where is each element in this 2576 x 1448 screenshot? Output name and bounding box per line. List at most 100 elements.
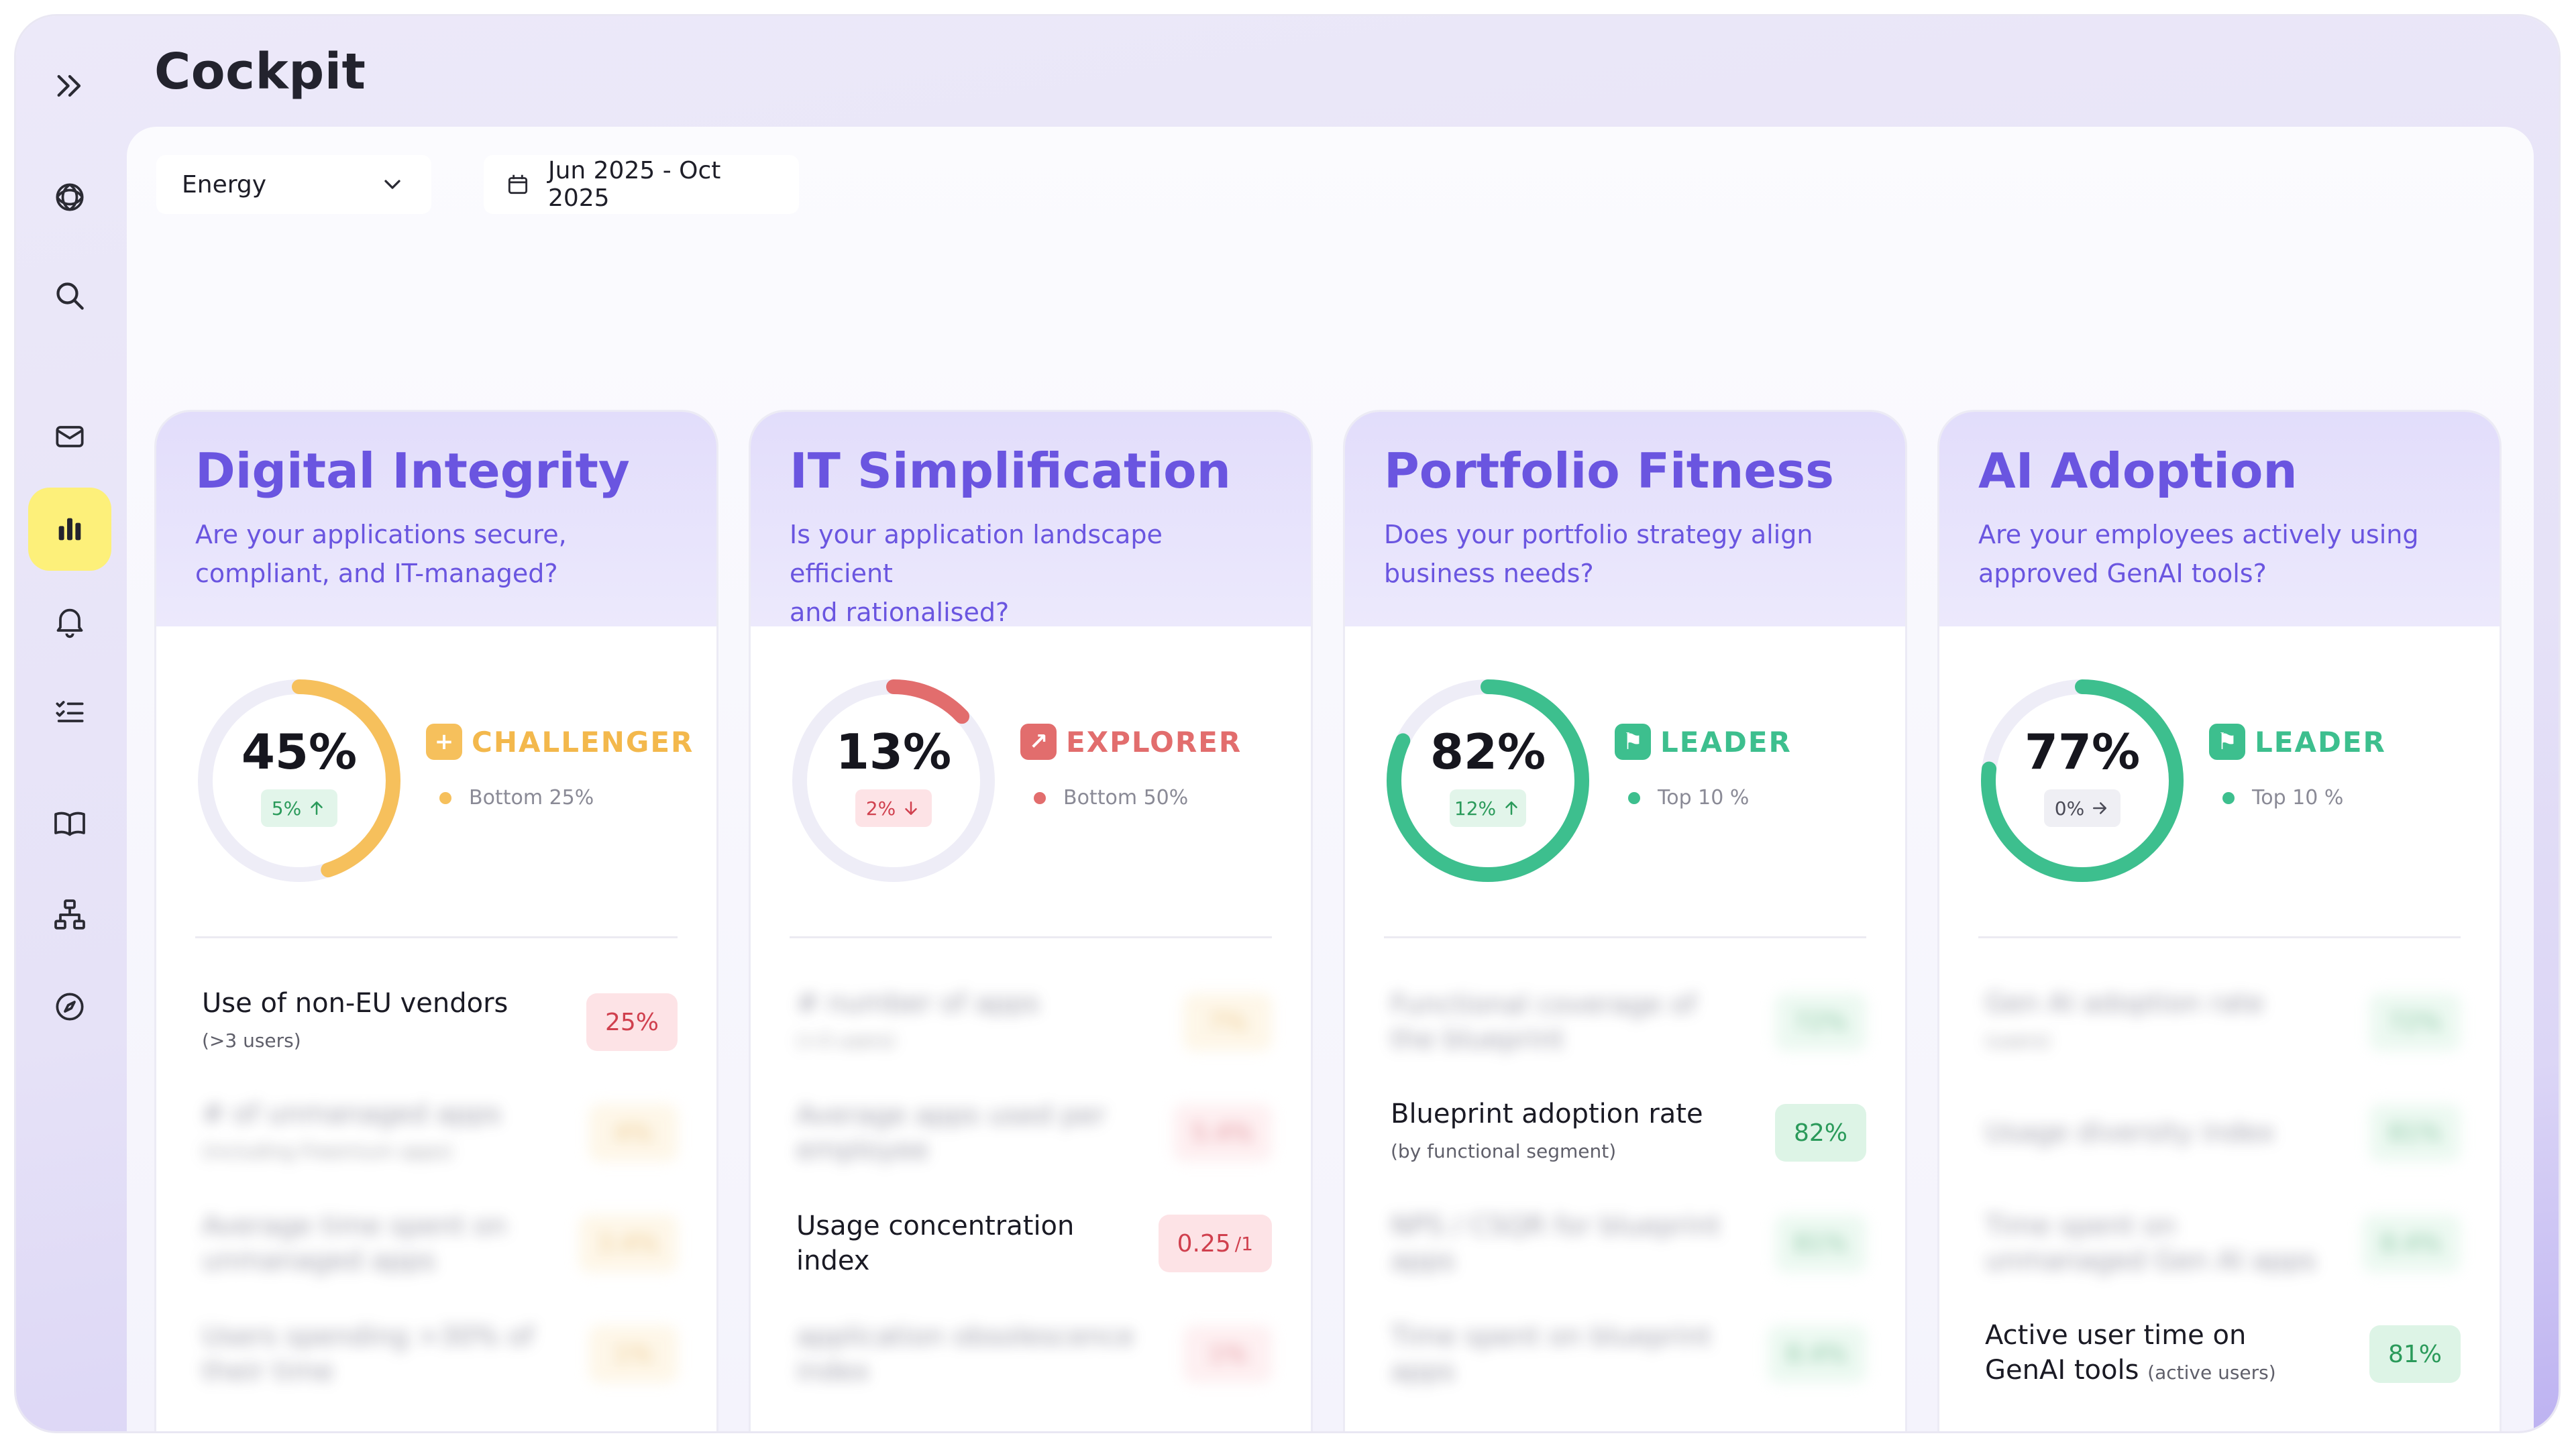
card-subtitle-line: Are your applications secure,	[195, 520, 567, 549]
rank-label: Bottom 50%	[1063, 786, 1189, 810]
tier-label: LEADER	[2255, 725, 2386, 759]
score-delta: 5%	[261, 789, 337, 827]
card-header: Portfolio Fitness Does your portfolio st…	[1345, 412, 1905, 626]
card-ai-adoption[interactable]: AI Adoption Are your employees actively …	[1939, 412, 2500, 1431]
card-portfolio-fitness[interactable]: Portfolio Fitness Does your portfolio st…	[1345, 412, 1905, 1431]
explore-button[interactable]	[28, 965, 111, 1048]
score-donut: 77% 0%	[1978, 677, 2186, 885]
card-header: IT Simplification Is your application la…	[751, 412, 1311, 627]
main-panel: Energy Jun 2025 - Oct 2025 Digital Integ…	[127, 127, 2534, 1431]
metric-badge: 7%	[1183, 993, 1272, 1051]
metric-row-blurred: Users spending >30% of their time 1%	[202, 1317, 678, 1391]
date-range-picker[interactable]: Jun 2025 - Oct 2025	[484, 155, 799, 214]
metric-name: Use of non-EU vendors	[202, 988, 508, 1019]
metric-row-blurred: Functional coverage of the blueprint 72%	[1391, 985, 1866, 1059]
org-structure-button[interactable]	[28, 873, 111, 956]
arrow-down-icon	[905, 801, 917, 815]
industry-select[interactable]: Energy	[156, 155, 431, 214]
card-subtitle-line: Does your portfolio strategy align	[1384, 520, 1813, 549]
metric-badge: 81%	[2369, 1104, 2461, 1162]
cockpit-nav-button[interactable]	[28, 488, 111, 571]
rank-label: Bottom 25%	[469, 786, 594, 810]
page-title: Cockpit	[154, 43, 366, 101]
metric-label: NPS / CSQR for blueprint apps	[1391, 1209, 1739, 1278]
rank-dot	[439, 791, 451, 804]
donut-progress	[792, 679, 995, 882]
divider	[1978, 936, 2461, 938]
metric-row-blurred: Gen AI adoption rate (users) 72%	[1985, 985, 2461, 1059]
logo-button[interactable]	[28, 156, 111, 239]
metric-row[interactable]: Active user time on GenAI tools (active …	[1985, 1317, 2461, 1391]
book-icon	[54, 812, 85, 836]
divider	[790, 936, 1272, 938]
checklist-icon	[56, 701, 84, 722]
metric-name: Time spent on blueprint apps	[1391, 1321, 1712, 1387]
card-subtitle-line: business needs?	[1384, 559, 1594, 588]
logo-icon	[56, 183, 84, 211]
bell-icon	[56, 608, 83, 638]
rank-dot	[1628, 791, 1640, 804]
metric-badge: 82%	[1774, 1104, 1866, 1162]
card-digital-integrity[interactable]: Digital Integrity Are your applications …	[156, 412, 716, 1431]
metric-value: 0.25	[1177, 1229, 1231, 1258]
card-title: AI Adoption	[1978, 443, 2298, 499]
metric-name: NPS / CSQR for blueprint apps	[1391, 1211, 1721, 1276]
score-delta: 2%	[855, 789, 932, 827]
calendar-icon	[508, 174, 528, 194]
rank-dot	[2222, 791, 2235, 804]
metric-row-blurred: Average apps used per employee 5.4%	[796, 1096, 1272, 1170]
donut-progress	[1387, 679, 1589, 882]
score-percent: 77%	[2024, 724, 2141, 780]
tier-badge: ↗ EXPLORER	[1020, 724, 1242, 760]
metric-row-blurred: # number of apps (>3 users) 7%	[796, 985, 1272, 1059]
library-button[interactable]	[28, 782, 111, 865]
challenger-icon: +	[426, 724, 462, 760]
donut-progress	[1981, 679, 2184, 882]
metric-name: # number of apps	[796, 988, 1040, 1019]
rank-label: Top 10 %	[1658, 786, 1750, 810]
score-donut: 82% 12%	[1384, 677, 1592, 885]
score-percent: 82%	[1430, 724, 1546, 780]
metric-row-blurred: Usage diversity index 81%	[1985, 1096, 2461, 1170]
leader-icon: ⚑	[2209, 724, 2245, 760]
metric-row[interactable]: Usage concentration index 0.25 /1	[796, 1207, 1272, 1280]
metric-badge: 1%	[589, 1325, 678, 1383]
score-percent: 45%	[241, 724, 358, 780]
date-range-value: Jun 2025 - Oct 2025	[547, 157, 721, 212]
tasks-button[interactable]	[28, 670, 111, 753]
tier-badge: + CHALLENGER	[426, 724, 694, 760]
arrow-right-icon	[2093, 802, 2107, 814]
metric-badge: 81%	[1774, 1215, 1866, 1272]
rank-indicator: Bottom 50%	[1034, 786, 1188, 810]
metric-badge: 25%	[586, 993, 678, 1051]
arrow-up-icon	[311, 801, 323, 815]
divider	[195, 936, 678, 938]
card-it-simplification[interactable]: IT Simplification Is your application la…	[751, 412, 1311, 1431]
expand-sidebar-button[interactable]	[28, 44, 111, 127]
metric-name: Time spent on unmanaged Gen AI apps	[1985, 1211, 2316, 1276]
metric-badge: 5.4%	[1173, 1104, 1272, 1162]
metric-row-blurred: NPS / CSQR for blueprint apps 81%	[1391, 1207, 1866, 1280]
notifications-button[interactable]	[28, 579, 111, 663]
score-donut: 13% 2%	[790, 677, 998, 885]
search-button[interactable]	[28, 254, 111, 337]
card-header: Digital Integrity Are your applications …	[156, 412, 716, 626]
metric-row[interactable]: Blueprint adoption rate (by functional se…	[1391, 1096, 1866, 1170]
inbox-button[interactable]	[28, 395, 111, 478]
chevron-down-icon	[384, 180, 400, 189]
metric-row[interactable]: Use of non-EU vendors (>3 users) 25%	[202, 985, 678, 1059]
tier-badge: ⚑ LEADER	[2209, 724, 2386, 760]
metric-name: Active user time on GenAI tools	[1985, 1320, 2247, 1386]
metric-badge: 3.4%	[578, 1215, 678, 1272]
metric-name: Gen AI adoption rate	[1985, 988, 2264, 1019]
score-donut: 45% 5%	[195, 677, 403, 885]
hierarchy-icon	[54, 899, 85, 930]
search-icon	[56, 282, 84, 310]
bar-chart-icon	[58, 518, 81, 541]
metric-name: Average apps used per employee	[796, 1100, 1106, 1166]
card-title: IT Simplification	[790, 443, 1231, 499]
metric-label: Usage concentration index	[796, 1211, 1075, 1276]
metric-badge: 8.4%	[2361, 1215, 2461, 1272]
rank-indicator: Bottom 25%	[439, 786, 594, 810]
rank-label: Top 10 %	[2252, 786, 2344, 810]
